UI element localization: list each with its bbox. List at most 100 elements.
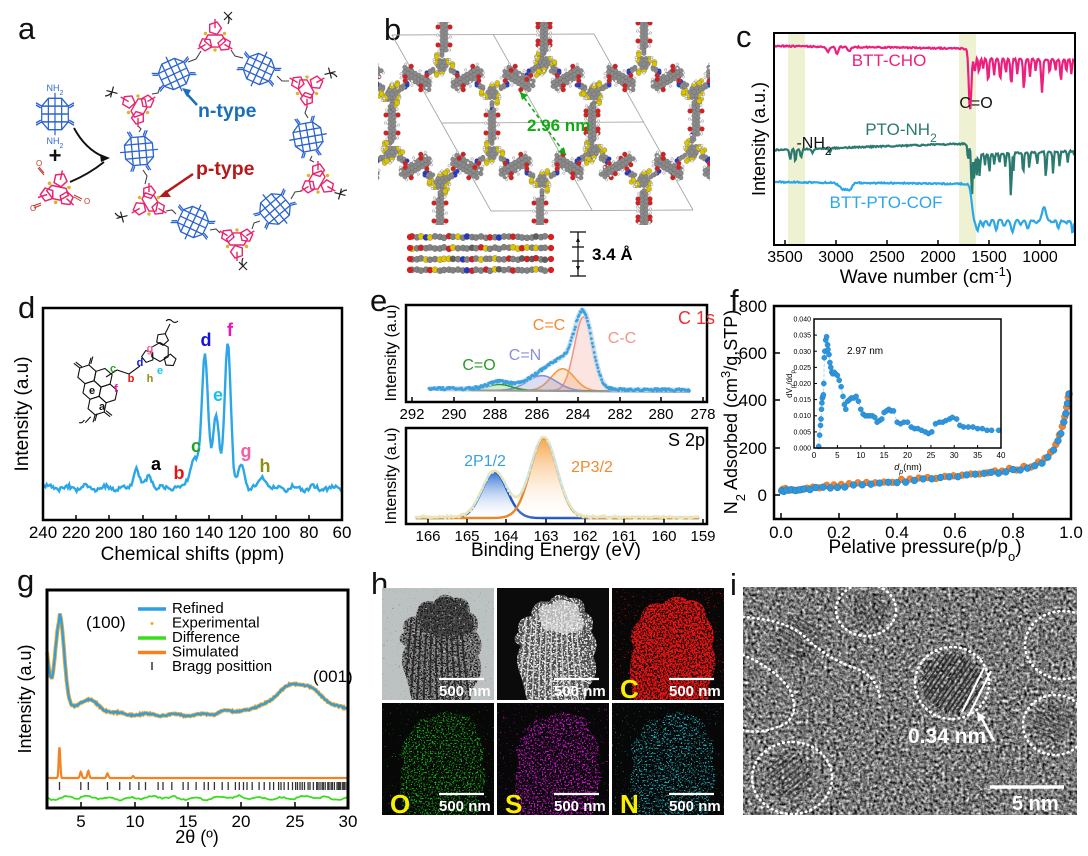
svg-text:f: f <box>227 320 234 340</box>
svg-text:0.030: 0.030 <box>793 349 811 356</box>
svg-text:0.020: 0.020 <box>793 381 811 388</box>
svg-text:163: 163 <box>533 528 558 545</box>
svg-text:f: f <box>730 283 739 318</box>
svg-text:164: 164 <box>493 528 518 545</box>
svg-text:0: 0 <box>758 486 767 505</box>
svg-text:Bragg posittion: Bragg posittion <box>172 658 272 675</box>
svg-text:C=N: C=N <box>509 347 541 364</box>
svg-text:c: c <box>736 19 752 54</box>
svg-text:(001): (001) <box>313 667 353 686</box>
svg-text:3.4 Å: 3.4 Å <box>592 245 633 264</box>
svg-text:C=O: C=O <box>462 357 495 374</box>
svg-text:g: g <box>241 441 252 461</box>
svg-text:1500: 1500 <box>971 249 1007 266</box>
svg-text:3000: 3000 <box>818 249 854 266</box>
svg-text:0.8: 0.8 <box>1001 523 1025 542</box>
svg-text:40: 40 <box>997 451 1006 460</box>
svg-text:0.000: 0.000 <box>793 446 811 453</box>
svg-text:140: 140 <box>195 523 223 542</box>
svg-text:25: 25 <box>926 451 935 460</box>
svg-text:0.005: 0.005 <box>793 429 811 436</box>
svg-text:S: S <box>505 789 522 819</box>
svg-text:O: O <box>36 159 42 168</box>
svg-text:i: i <box>730 567 737 602</box>
svg-text:200: 200 <box>739 439 767 458</box>
svg-text:BTT-PTO-COF: BTT-PTO-COF <box>829 193 942 212</box>
svg-text:O: O <box>390 789 410 819</box>
svg-text:30: 30 <box>950 451 959 460</box>
svg-text:20: 20 <box>232 812 251 831</box>
svg-text:0.4: 0.4 <box>885 523 909 542</box>
svg-text:10: 10 <box>856 451 865 460</box>
svg-text:159: 159 <box>690 528 715 545</box>
svg-text:e: e <box>89 385 95 397</box>
svg-text:e: e <box>213 385 223 405</box>
svg-text:20: 20 <box>903 451 912 460</box>
svg-text:d: d <box>137 357 144 369</box>
svg-text:400: 400 <box>739 391 767 410</box>
svg-text:240: 240 <box>29 523 57 542</box>
svg-text:e: e <box>370 283 387 318</box>
svg-text:3500: 3500 <box>767 249 803 266</box>
svg-text:500 nm: 500 nm <box>439 683 491 700</box>
svg-text:5 nm: 5 nm <box>1012 793 1059 815</box>
svg-text:500 nm: 500 nm <box>669 683 721 700</box>
svg-text:a: a <box>99 401 106 413</box>
svg-text:292: 292 <box>399 406 424 423</box>
svg-text:0: 0 <box>812 451 817 460</box>
svg-text:2.97 nm: 2.97 nm <box>847 346 883 357</box>
svg-text:Intensity (a.u): Intensity (a.u) <box>12 356 33 471</box>
svg-text:1000: 1000 <box>1022 249 1058 266</box>
svg-text:h: h <box>260 456 271 476</box>
svg-text:Intensity (a.u): Intensity (a.u) <box>383 428 400 525</box>
svg-text:166: 166 <box>415 528 440 545</box>
svg-text:600: 600 <box>739 344 767 363</box>
svg-text:(100): (100) <box>86 613 126 632</box>
svg-text:2500: 2500 <box>869 249 905 266</box>
svg-text:160: 160 <box>162 523 190 542</box>
svg-text:288: 288 <box>482 406 507 423</box>
svg-text:Binding Energy (eV): Binding Energy (eV) <box>471 540 641 561</box>
svg-text:BTT-CHO: BTT-CHO <box>852 51 927 70</box>
svg-text:d: d <box>201 330 212 350</box>
svg-text:2.96 nm: 2.96 nm <box>527 116 590 135</box>
svg-text:2000: 2000 <box>920 249 956 266</box>
svg-text:+: + <box>49 143 62 168</box>
svg-text:500 nm: 500 nm <box>554 798 606 815</box>
svg-text:162: 162 <box>572 528 597 545</box>
svg-text:60: 60 <box>333 523 352 542</box>
svg-text:b: b <box>128 373 135 385</box>
svg-text:15: 15 <box>179 812 198 831</box>
svg-text:d: d <box>18 290 35 325</box>
svg-text:80: 80 <box>300 523 319 542</box>
svg-text:Chemical shifts (ppm): Chemical shifts (ppm) <box>101 544 285 565</box>
svg-text:280: 280 <box>648 406 673 423</box>
svg-text:O: O <box>84 197 90 206</box>
svg-text:500 nm: 500 nm <box>554 683 606 700</box>
svg-text:C: C <box>620 674 639 704</box>
svg-text:161: 161 <box>611 528 636 545</box>
svg-text:2θ (º): 2θ (º) <box>175 827 219 847</box>
svg-text:0.035: 0.035 <box>793 333 811 340</box>
svg-text:160: 160 <box>651 528 676 545</box>
svg-text:5: 5 <box>835 451 840 460</box>
svg-text:120: 120 <box>228 523 256 542</box>
svg-text:5: 5 <box>76 812 85 831</box>
svg-text:Simulated: Simulated <box>172 644 239 661</box>
svg-text:282: 282 <box>607 406 632 423</box>
svg-text:Refined: Refined <box>172 600 224 617</box>
svg-text:0.6: 0.6 <box>943 523 967 542</box>
svg-text:Intensity (a.u): Intensity (a.u) <box>383 305 400 402</box>
svg-text:C-C: C-C <box>608 330 636 347</box>
svg-text:h: h <box>147 373 154 385</box>
svg-text:b: b <box>384 12 401 47</box>
svg-text:b: b <box>174 463 185 483</box>
svg-text:0.040: 0.040 <box>793 317 811 324</box>
svg-text:35: 35 <box>973 451 982 460</box>
svg-text:500 nm: 500 nm <box>439 798 491 815</box>
svg-text:a: a <box>151 454 162 474</box>
svg-text:290: 290 <box>441 406 466 423</box>
svg-text:e: e <box>157 365 163 377</box>
svg-text:p-type: p-type <box>196 158 255 180</box>
svg-text:n-type: n-type <box>198 100 257 122</box>
